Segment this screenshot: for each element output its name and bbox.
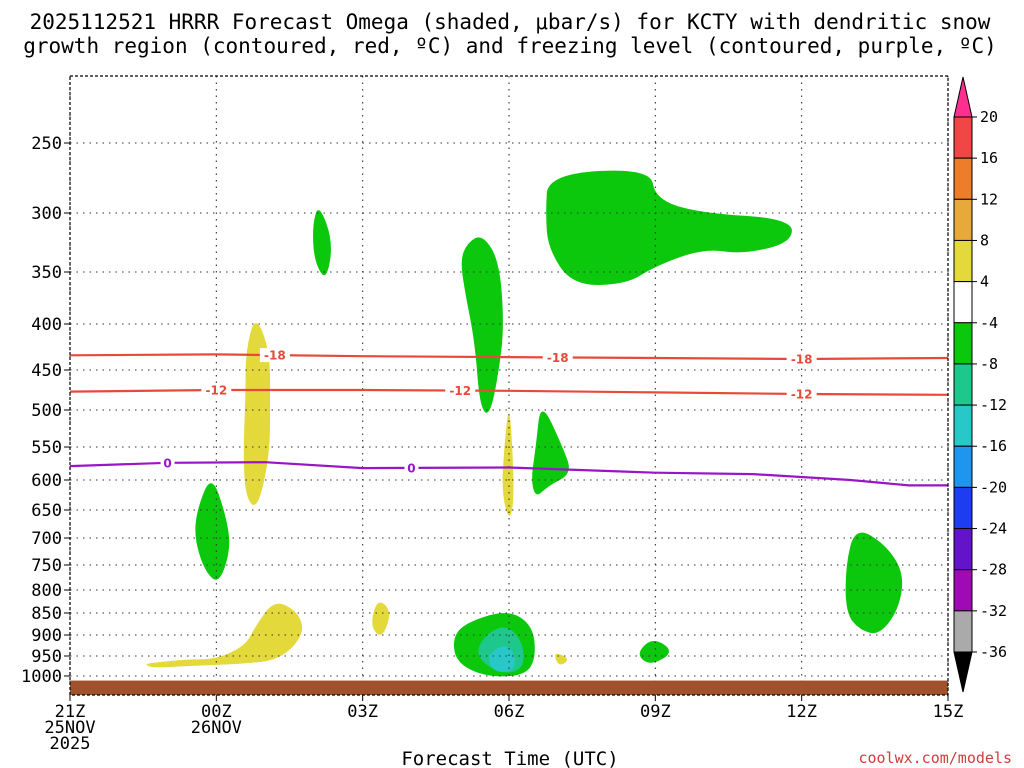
colorbar-bin-5 <box>953 322 973 365</box>
freezing-level-0-label-bg-0 <box>160 455 175 470</box>
isotherm-minus12-label-bg-1 <box>445 383 476 398</box>
y-tick-label-400: 400 <box>31 315 62 335</box>
colorbar-bin-3 <box>953 239 973 283</box>
omega-region-negative-11 <box>639 641 670 663</box>
omega-region-negative-14 <box>489 646 515 672</box>
x-tick-label-12-1: 09Z <box>640 702 671 722</box>
x-tick-label-9-1: 06Z <box>494 702 525 722</box>
freezing-level-0-label-0: 0 <box>163 456 171 470</box>
x-tick-label-18-1: 15Z <box>933 702 964 722</box>
colorbar-bin-0 <box>953 116 973 159</box>
colorbar-bin-10 <box>953 528 973 571</box>
colorbar-label-10: -24 <box>980 520 1007 538</box>
omega-region-positive-0 <box>243 323 270 506</box>
omega-shading <box>146 170 903 677</box>
colorbar: 20 16 12 8 4 -4 -8 -12 -16 -20 -24 -28 -32 -36 <box>953 76 1007 693</box>
x-tick-label-15-1: 12Z <box>786 702 817 722</box>
plot-area: -18 -18 -18 -12 -12 -12 0 0 <box>69 75 949 696</box>
omega-region-positive-1 <box>146 603 303 668</box>
y-tick-label-700: 700 <box>31 529 62 549</box>
colorbar-label-13: -36 <box>980 643 1007 661</box>
y-tick-label-450: 450 <box>31 361 62 381</box>
colorbar-bin-12 <box>953 610 973 653</box>
isotherm-minus12-label-0: -12 <box>205 384 227 398</box>
colorbar-label-3: 8 <box>980 231 989 249</box>
colorbar-label-11: -28 <box>980 561 1007 579</box>
x-tick-label-0-1: 21Z <box>55 702 86 722</box>
omega-region-negative-10 <box>845 532 903 634</box>
colorbar-bin-8 <box>953 445 973 488</box>
omega-region-negative-9 <box>532 411 569 495</box>
y-tick-label-850: 850 <box>31 604 62 624</box>
colorbar-label-9: -20 <box>980 478 1007 496</box>
x-tick-label-3-1: 00Z <box>201 702 232 722</box>
y-tick-label-800: 800 <box>31 581 62 601</box>
x-tick-label-6-1: 03Z <box>347 702 378 722</box>
colorbar-label-7: -12 <box>980 396 1007 414</box>
omega-region-negative-7 <box>461 237 503 413</box>
y-tick-label-650: 650 <box>31 501 62 521</box>
contour-lines: -18 -18 -18 -12 -12 -12 0 0 <box>69 348 949 487</box>
colorbar-bin-6 <box>953 363 973 406</box>
x-axis-title: Forecast Time (UTC) <box>401 748 618 768</box>
colorbar-label-4: 4 <box>980 273 989 291</box>
isotherm-minus12-label-bg-2 <box>786 387 817 401</box>
colorbar-bin-11 <box>953 569 973 612</box>
colorbar-label-12: -32 <box>980 602 1007 620</box>
colorbar-bin-9 <box>953 486 973 530</box>
y-tick-label-350: 350 <box>31 263 62 283</box>
isotherm-minus12-label-1: -12 <box>449 384 471 398</box>
isotherm-minus18-label-bg-2 <box>786 351 817 366</box>
omega-region-positive-3 <box>502 414 514 516</box>
y-tick-label-1000: 1000 <box>21 667 62 687</box>
isotherm-minus18-label-1: -18 <box>547 351 569 365</box>
y-tick-label-500: 500 <box>31 401 62 421</box>
omega-region-positive-2 <box>372 602 390 635</box>
chart-title-line1: 2025112521 HRRR Forecast Omega (shaded, … <box>30 10 991 34</box>
colorbar-label-5: -4 <box>980 314 998 332</box>
omega-region-negative-6 <box>313 210 331 276</box>
colorbar-bin-2 <box>953 198 973 241</box>
colorbar-label-8: -16 <box>980 437 1007 455</box>
colorbar-bin-1 <box>953 157 973 200</box>
y-tick-label-300: 300 <box>31 204 62 224</box>
colorbar-label-0: 20 <box>980 108 998 126</box>
y-tick-label-900: 900 <box>31 626 62 646</box>
isotherm-minus12-label-2: -12 <box>791 388 813 402</box>
isotherm-minus18-label-bg-1 <box>542 350 573 365</box>
y-tick-label-750: 750 <box>31 556 62 576</box>
omega-region-positive-4 <box>555 653 568 665</box>
freezing-level-0-line <box>69 461 948 487</box>
omega-region-negative-5 <box>195 483 230 580</box>
isotherm-minus18-label-bg-0 <box>259 348 290 363</box>
credit-text: coolwx.com/models <box>858 749 1012 767</box>
x-tick-label-0-2: 25NOV <box>44 718 95 738</box>
y-tick-label-950: 950 <box>31 647 62 667</box>
y-tick-label-250: 250 <box>31 134 62 154</box>
colorbar-bin-7 <box>953 404 973 447</box>
isotherm-minus18-label-2: -18 <box>791 352 813 366</box>
chart-title-line2: growth region (contoured, red, ºC) and f… <box>23 34 997 58</box>
x-tick-label-0-3: 2025 <box>50 734 91 754</box>
colorbar-bin-4 <box>953 281 973 324</box>
ground-surface <box>70 680 948 695</box>
colorbar-label-1: 16 <box>980 149 998 167</box>
freezing-level-0-label-1: 0 <box>407 461 415 475</box>
x-tick-label-3-2: 26NOV <box>191 718 242 738</box>
omega-region-negative-8 <box>546 170 792 286</box>
colorbar-bottom-arrow <box>953 651 973 693</box>
colorbar-label-2: 12 <box>980 190 998 208</box>
y-tick-label-550: 550 <box>31 438 62 458</box>
isotherm-minus18-label-0: -18 <box>264 349 286 363</box>
colorbar-label-6: -8 <box>980 355 998 373</box>
colorbar-top-arrow <box>953 76 973 118</box>
y-tick-label-600: 600 <box>31 471 62 491</box>
freezing-level-0-label-bg-1 <box>404 460 419 475</box>
y-axis: 2503003504004505005506006507007508008509… <box>21 134 70 687</box>
isotherm-minus12-label-bg-0 <box>201 383 232 397</box>
